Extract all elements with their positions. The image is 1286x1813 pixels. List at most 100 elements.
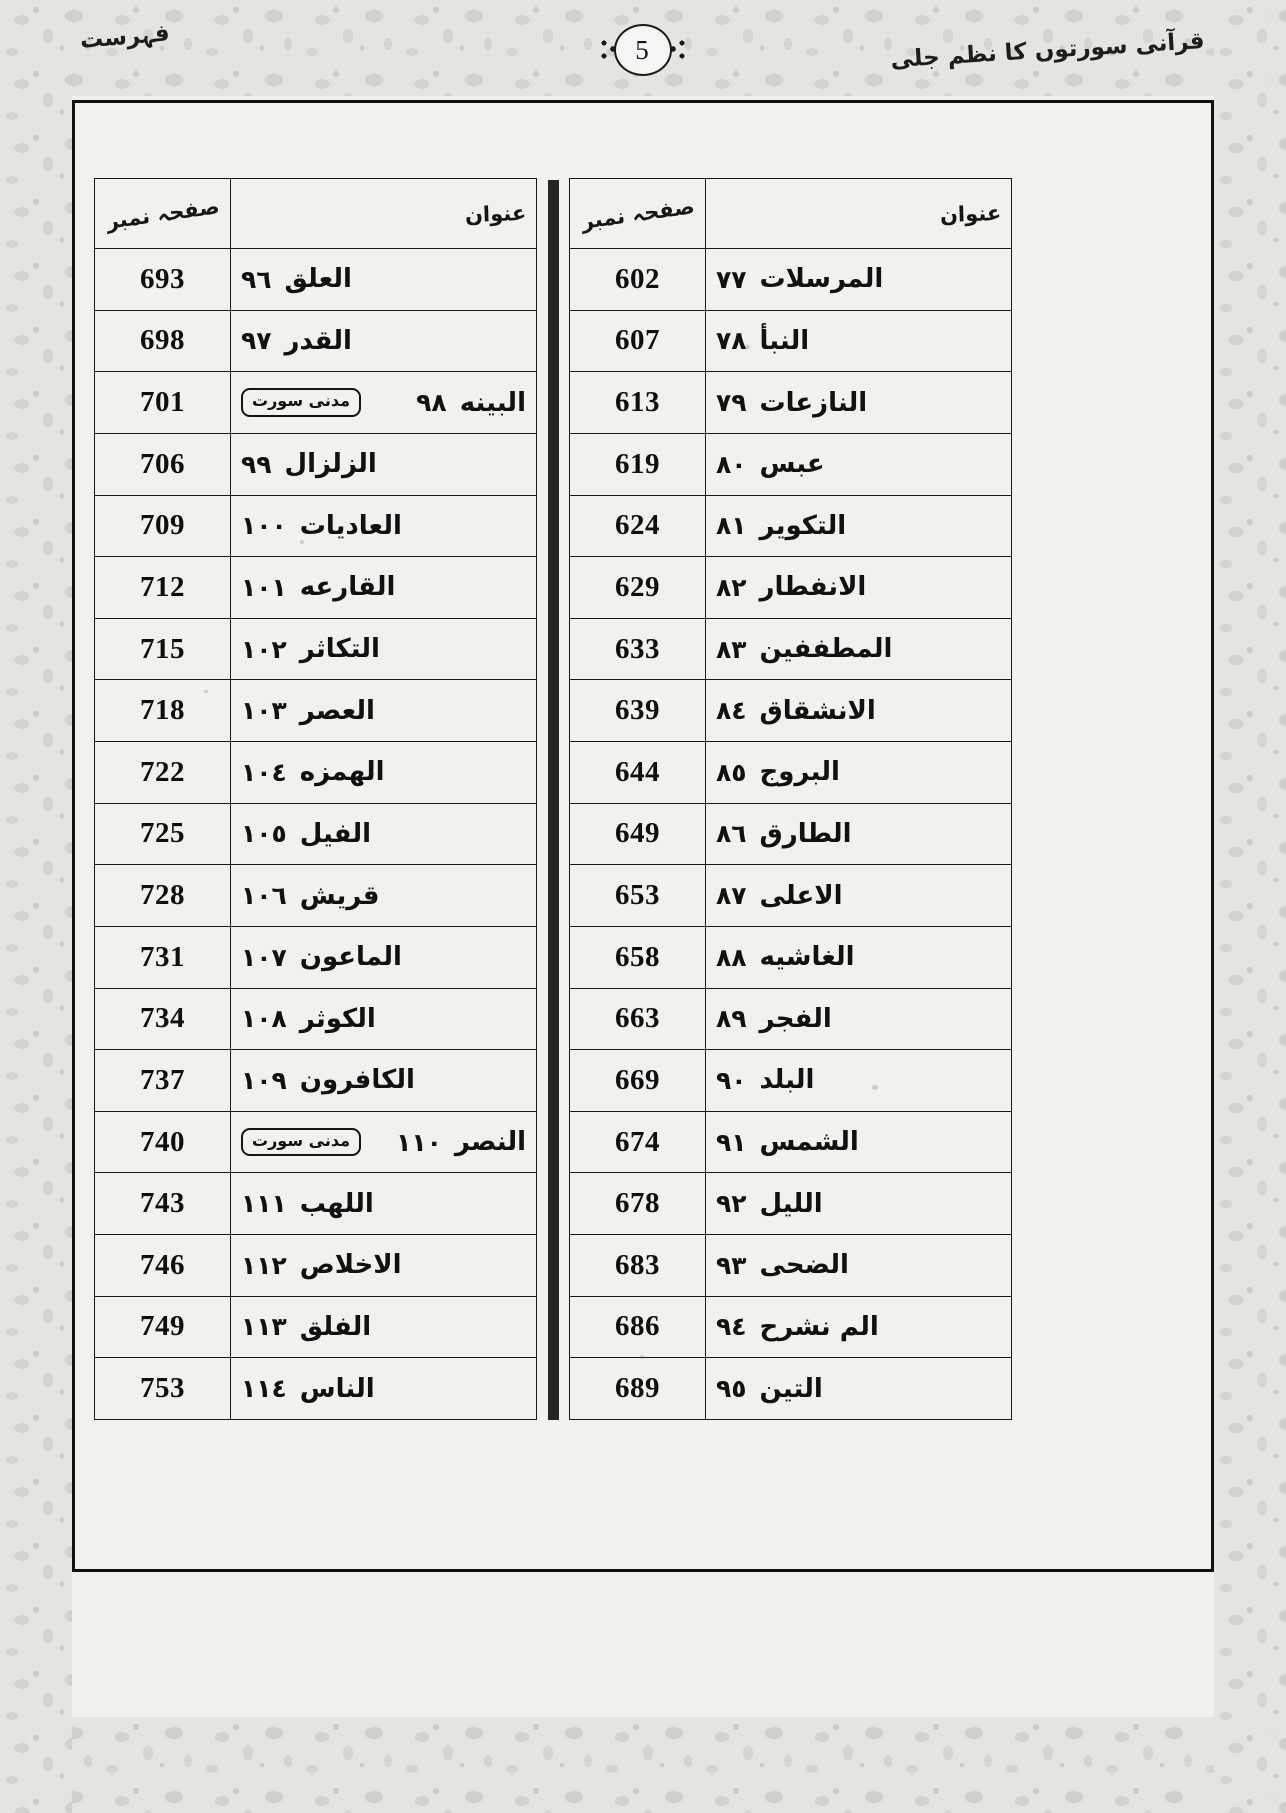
table-row[interactable]: 693 العلق ٩٦ [94,248,537,311]
table-row[interactable]: 746 الاخلاص ١١٢ [94,1234,537,1297]
table-row[interactable]: 725 الفيل ١٠٥ [94,802,537,866]
table-row[interactable]: 649 الطارق ٨٦ [569,802,1012,866]
cell-title[interactable]: الكافرون ١٠٩ [230,1049,537,1112]
table-row[interactable]: 743 اللهب ١١١ [94,1172,537,1235]
cell-title[interactable]: الزلزال ٩٩ [230,432,537,496]
cell-page-number[interactable]: 698 [94,309,231,373]
table-row[interactable]: 709 العاديات ١٠٠ [94,494,537,558]
cell-title[interactable]: العلق ٩٦ [230,248,537,311]
cell-page-number[interactable]: 709 [94,494,231,558]
table-row[interactable]: 663 الفجر ٨٩ [569,987,1012,1051]
cell-page-number[interactable]: 686 [569,1295,706,1359]
cell-title[interactable]: الماعون ١٠٧ [230,925,537,989]
cell-title[interactable]: النصر ١١٠ مدنی سورت [230,1110,537,1174]
table-row[interactable]: 706 الزلزال ٩٩ [94,432,537,496]
cell-page-number[interactable]: 674 [569,1110,706,1174]
cell-page-number[interactable]: 740 [94,1110,231,1174]
table-row[interactable]: 740 النصر ١١٠ مدنی سورت [94,1110,537,1174]
cell-title[interactable]: العاديات ١٠٠ [230,494,537,558]
cell-page-number[interactable]: 613 [569,371,706,434]
cell-title[interactable]: الاخلاص ١١٢ [230,1234,537,1297]
cell-page-number[interactable]: 602 [569,248,706,311]
cell-title[interactable]: قريش ١٠٦ [230,864,537,927]
cell-page-number[interactable]: 722 [94,741,231,804]
cell-title[interactable]: التكوير ٨١ [705,494,1012,558]
cell-page-number[interactable]: 753 [94,1357,231,1420]
cell-page-number[interactable]: 701 [94,371,231,434]
cell-page-number[interactable]: 683 [569,1234,706,1297]
cell-title[interactable]: الضحى ٩٣ [705,1234,1012,1297]
table-row[interactable]: 624 التكوير ٨١ [569,494,1012,558]
table-row[interactable]: 731 الماعون ١٠٧ [94,925,537,989]
cell-page-number[interactable]: 669 [569,1049,706,1112]
cell-page-number[interactable]: 678 [569,1172,706,1235]
table-row[interactable]: 737 الكافرون ١٠٩ [94,1049,537,1112]
table-row[interactable]: 722 الهمزه ١٠٤ [94,741,537,804]
cell-page-number[interactable]: 689 [569,1357,706,1420]
table-row[interactable]: 728 قريش ١٠٦ [94,864,537,927]
cell-page-number[interactable]: 725 [94,802,231,866]
table-row[interactable]: 607 النبأ ٧٨ [569,309,1012,373]
table-row[interactable]: 715 التكاثر ١٠٢ [94,617,537,681]
table-row[interactable]: 629 الانفطار ٨٢ [569,556,1012,619]
table-row[interactable]: 669 البلد ٩٠ [569,1049,1012,1112]
cell-page-number[interactable]: 746 [94,1234,231,1297]
cell-page-number[interactable]: 712 [94,556,231,619]
cell-title[interactable]: الكوثر ١٠٨ [230,987,537,1051]
cell-title[interactable]: الاعلى ٨٧ [705,864,1012,927]
cell-page-number[interactable]: 718 [94,679,231,742]
table-row[interactable]: 718 العصر ١٠٣ [94,679,537,742]
cell-page-number[interactable]: 649 [569,802,706,866]
cell-page-number[interactable]: 639 [569,679,706,742]
cell-title[interactable]: النازعات ٧٩ [705,371,1012,434]
cell-title[interactable]: الفجر ٨٩ [705,987,1012,1051]
cell-page-number[interactable]: 749 [94,1295,231,1359]
cell-page-number[interactable]: 737 [94,1049,231,1112]
cell-page-number[interactable]: 624 [569,494,706,558]
cell-title[interactable]: الهمزه ١٠٤ [230,741,537,804]
table-row[interactable]: 674 الشمس ٩١ [569,1110,1012,1174]
cell-title[interactable]: البلد ٩٠ [705,1049,1012,1112]
cell-page-number[interactable]: 619 [569,432,706,496]
table-row[interactable]: 639 الانشقاق ٨٤ [569,679,1012,742]
table-row[interactable]: 698 القدر ٩٧ [94,309,537,373]
table-row[interactable]: 633 المطففين ٨٣ [569,617,1012,681]
cell-title[interactable]: الناس ١١٤ [230,1357,537,1420]
cell-title[interactable]: البينه ٩٨ مدنی سورت [230,371,537,434]
cell-page-number[interactable]: 644 [569,741,706,804]
cell-title[interactable]: القدر ٩٧ [230,309,537,373]
table-row[interactable]: 644 البروج ٨٥ [569,741,1012,804]
cell-title[interactable]: المرسلات ٧٧ [705,248,1012,311]
table-row[interactable]: 653 الاعلى ٨٧ [569,864,1012,927]
cell-title[interactable]: النبأ ٧٨ [705,309,1012,373]
cell-page-number[interactable]: 653 [569,864,706,927]
cell-title[interactable]: البروج ٨٥ [705,741,1012,804]
cell-page-number[interactable]: 743 [94,1172,231,1235]
table-row[interactable]: 701 البينه ٩٨ مدنی سورت [94,371,537,434]
cell-page-number[interactable]: 734 [94,987,231,1051]
cell-title[interactable]: الليل ٩٢ [705,1172,1012,1235]
cell-page-number[interactable]: 607 [569,309,706,373]
cell-page-number[interactable]: 715 [94,617,231,681]
table-row[interactable]: 689 التين ٩٥ [569,1357,1012,1420]
cell-title[interactable]: الشمس ٩١ [705,1110,1012,1174]
cell-title[interactable]: الطارق ٨٦ [705,802,1012,866]
table-row[interactable]: 619 عبس ٨٠ [569,432,1012,496]
table-row[interactable]: 678 الليل ٩٢ [569,1172,1012,1235]
cell-page-number[interactable]: 658 [569,925,706,989]
cell-page-number[interactable]: 629 [569,556,706,619]
cell-title[interactable]: عبس ٨٠ [705,432,1012,496]
cell-title[interactable]: اللهب ١١١ [230,1172,537,1235]
table-row[interactable]: 749 الفلق ١١٣ [94,1295,537,1359]
cell-title[interactable]: الغاشيه ٨٨ [705,925,1012,989]
table-row[interactable]: 658 الغاشيه ٨٨ [569,925,1012,989]
cell-title[interactable]: الانشقاق ٨٤ [705,679,1012,742]
cell-page-number[interactable]: 663 [569,987,706,1051]
table-row[interactable]: 734 الكوثر ١٠٨ [94,987,537,1051]
table-row[interactable]: 683 الضحى ٩٣ [569,1234,1012,1297]
cell-title[interactable]: المطففين ٨٣ [705,617,1012,681]
table-row[interactable]: 686 الم نشرح ٩٤ [569,1295,1012,1359]
cell-page-number[interactable]: 693 [94,248,231,311]
cell-title[interactable]: العصر ١٠٣ [230,679,537,742]
table-row[interactable]: 613 النازعات ٧٩ [569,371,1012,434]
